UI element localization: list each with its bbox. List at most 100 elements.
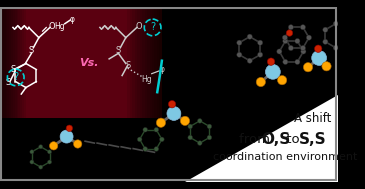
Circle shape [237, 40, 242, 45]
Polygon shape [154, 7, 162, 118]
Circle shape [197, 141, 202, 145]
Circle shape [300, 25, 306, 30]
Polygon shape [130, 7, 162, 118]
Circle shape [39, 165, 43, 169]
Polygon shape [0, 7, 17, 182]
Circle shape [66, 125, 73, 132]
Polygon shape [157, 7, 162, 118]
Text: S: S [6, 78, 11, 88]
Circle shape [333, 21, 338, 26]
Polygon shape [140, 7, 162, 118]
Polygon shape [160, 7, 162, 118]
Polygon shape [0, 7, 9, 182]
Circle shape [247, 34, 252, 39]
Polygon shape [135, 7, 162, 118]
Circle shape [137, 137, 142, 142]
Circle shape [283, 39, 288, 44]
Circle shape [315, 45, 322, 52]
Circle shape [247, 58, 252, 63]
Text: φ: φ [70, 15, 75, 24]
Circle shape [343, 27, 349, 32]
Circle shape [323, 39, 328, 44]
Circle shape [197, 119, 202, 123]
Text: A shift: A shift [294, 112, 331, 125]
Circle shape [288, 25, 293, 30]
Circle shape [282, 35, 288, 40]
Circle shape [167, 107, 181, 120]
Circle shape [306, 35, 312, 40]
Text: Vs.: Vs. [79, 58, 99, 68]
Polygon shape [0, 7, 11, 182]
Circle shape [300, 45, 306, 51]
Text: ?: ? [150, 22, 155, 33]
Circle shape [237, 52, 242, 57]
Polygon shape [0, 7, 7, 182]
Polygon shape [0, 7, 19, 182]
Circle shape [312, 51, 327, 65]
Text: Hg: Hg [54, 22, 65, 31]
Polygon shape [127, 7, 162, 118]
Circle shape [265, 64, 280, 79]
Circle shape [301, 49, 306, 54]
Polygon shape [145, 7, 162, 118]
Circle shape [277, 49, 282, 54]
Circle shape [154, 127, 159, 132]
Circle shape [180, 116, 190, 125]
Text: S: S [125, 61, 130, 70]
Circle shape [156, 118, 166, 127]
Text: from: from [239, 133, 274, 146]
Text: O: O [135, 22, 142, 31]
Circle shape [60, 130, 73, 143]
Circle shape [207, 135, 212, 140]
Circle shape [333, 45, 338, 50]
Circle shape [39, 145, 43, 149]
Polygon shape [0, 7, 2, 182]
Text: φ: φ [160, 65, 164, 74]
Circle shape [160, 137, 164, 142]
Text: S: S [116, 46, 121, 55]
Text: ?: ? [13, 72, 18, 82]
Circle shape [188, 124, 192, 129]
Polygon shape [0, 7, 4, 182]
Circle shape [343, 39, 349, 44]
Text: S: S [29, 46, 34, 55]
Circle shape [30, 150, 34, 154]
Circle shape [323, 27, 328, 32]
Text: coordination environment: coordination environment [213, 152, 357, 162]
Circle shape [288, 45, 293, 51]
Polygon shape [142, 7, 162, 118]
Circle shape [256, 77, 265, 87]
Circle shape [267, 58, 275, 65]
Circle shape [286, 30, 293, 36]
Circle shape [283, 59, 288, 64]
Polygon shape [132, 7, 162, 118]
Text: to: to [282, 133, 304, 146]
Circle shape [47, 150, 51, 154]
Polygon shape [0, 7, 15, 182]
Polygon shape [0, 7, 24, 182]
Text: S,S: S,S [299, 132, 326, 147]
Text: O: O [49, 22, 55, 31]
Polygon shape [185, 95, 338, 182]
Polygon shape [137, 7, 162, 118]
Circle shape [322, 62, 331, 71]
Circle shape [143, 147, 147, 151]
Polygon shape [0, 7, 26, 182]
Circle shape [303, 63, 313, 72]
Polygon shape [0, 7, 20, 182]
Circle shape [73, 140, 82, 148]
Polygon shape [152, 7, 162, 118]
Circle shape [295, 39, 300, 44]
Polygon shape [0, 7, 13, 182]
Circle shape [47, 160, 51, 164]
Polygon shape [0, 7, 22, 182]
Polygon shape [0, 7, 162, 118]
Circle shape [207, 124, 212, 129]
Text: S: S [10, 65, 16, 74]
Circle shape [30, 160, 34, 164]
Circle shape [168, 101, 176, 108]
Text: Hg: Hg [141, 75, 151, 84]
Polygon shape [150, 7, 162, 118]
Polygon shape [147, 7, 162, 118]
Circle shape [295, 59, 300, 64]
